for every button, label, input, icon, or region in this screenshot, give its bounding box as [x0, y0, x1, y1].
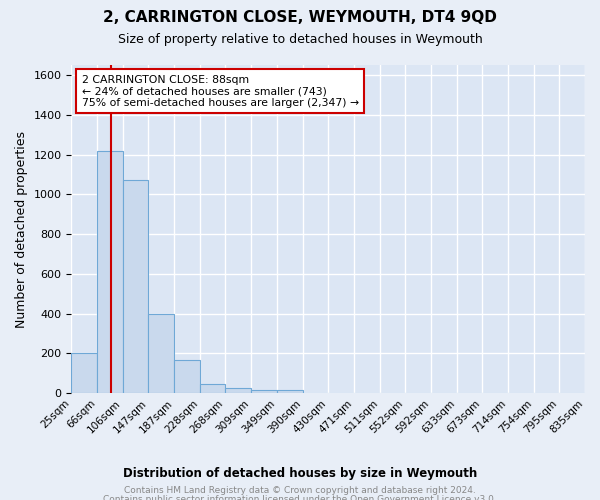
Text: Contains HM Land Registry data © Crown copyright and database right 2024.: Contains HM Land Registry data © Crown c…: [124, 486, 476, 495]
Bar: [226, 388, 251, 394]
Y-axis label: Number of detached properties: Number of detached properties: [15, 130, 28, 328]
Text: Contains public sector information licensed under the Open Government Licence v3: Contains public sector information licen…: [103, 495, 497, 500]
Text: 2, CARRINGTON CLOSE, WEYMOUTH, DT4 9QD: 2, CARRINGTON CLOSE, WEYMOUTH, DT4 9QD: [103, 10, 497, 25]
Text: Size of property relative to detached houses in Weymouth: Size of property relative to detached ho…: [118, 32, 482, 46]
Text: Distribution of detached houses by size in Weymouth: Distribution of detached houses by size …: [123, 468, 477, 480]
Text: 2 CARRINGTON CLOSE: 88sqm
← 24% of detached houses are smaller (743)
75% of semi: 2 CARRINGTON CLOSE: 88sqm ← 24% of detac…: [82, 75, 359, 108]
Bar: [123, 180, 148, 394]
Bar: [71, 354, 97, 394]
Bar: [200, 384, 226, 394]
Bar: [148, 314, 174, 394]
Bar: [251, 390, 277, 394]
Bar: [174, 360, 200, 394]
Bar: [277, 390, 302, 394]
Bar: [97, 150, 123, 394]
